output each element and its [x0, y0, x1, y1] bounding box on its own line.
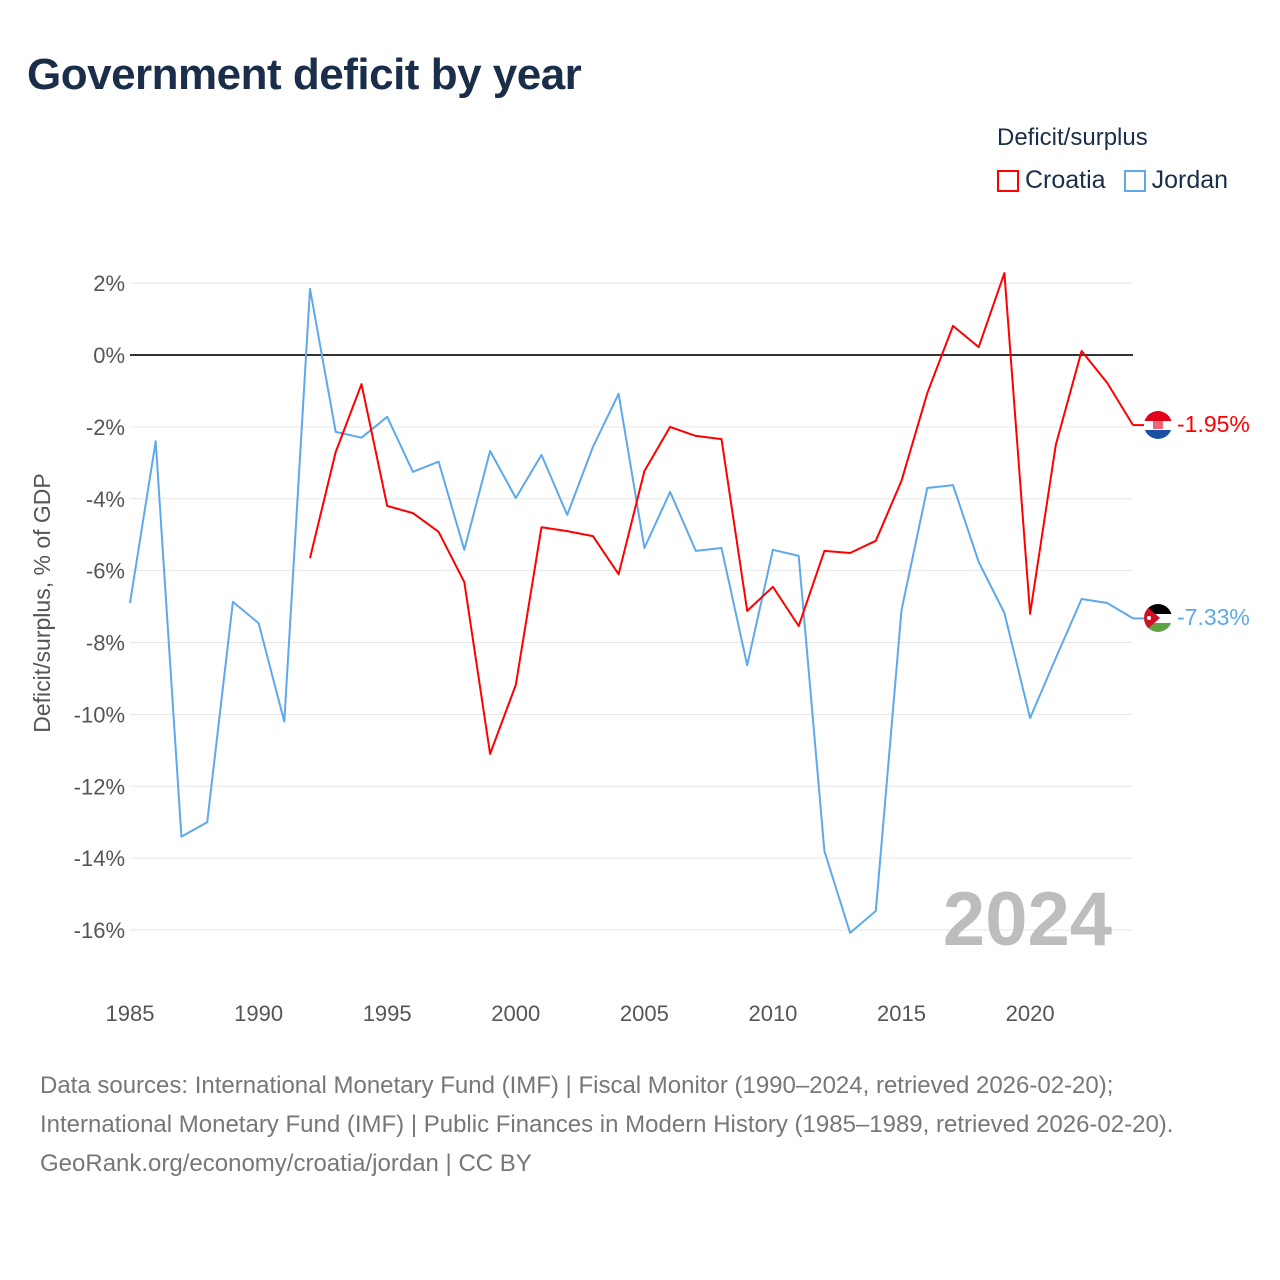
x-tick-label: 2005	[620, 1001, 669, 1026]
flag-croatia-icon	[1144, 411, 1172, 439]
data-sources: Data sources: International Monetary Fun…	[40, 1072, 1174, 1138]
y-tick-label: -14%	[74, 846, 125, 871]
series-line-jordan	[129, 287, 1134, 934]
legend-label-croatia: Croatia	[1025, 166, 1106, 194]
x-tick-label: 1995	[363, 1001, 412, 1026]
series-line-croatia	[309, 272, 1134, 755]
legend-item-jordan[interactable]: Jordan	[1123, 166, 1229, 195]
page-title: Government deficit by year	[27, 50, 582, 99]
x-tick-label: 1990	[234, 1001, 283, 1026]
x-tick-label: 2010	[748, 1001, 797, 1026]
y-tick-label: -8%	[86, 631, 125, 656]
y-tick-label: -12%	[74, 774, 125, 799]
end-label-croatia: -1.95%	[1177, 411, 1250, 437]
legend-label-jordan: Jordan	[1151, 166, 1229, 194]
legend-swatch-croatia	[997, 169, 1019, 192]
legend-item-croatia[interactable]: Croatia	[997, 166, 1106, 195]
y-tick-label: 2%	[93, 271, 125, 296]
x-tick-label: 2000	[491, 1001, 540, 1026]
y-tick-label: -16%	[74, 918, 125, 943]
y-tick-label: -6%	[86, 559, 125, 584]
y-tick-label: -10%	[74, 702, 125, 727]
legend-title: Deficit/surplus	[997, 124, 1148, 151]
credit-link[interactable]: GeoRank.org/economy/croatia/jordan | CC …	[40, 1150, 532, 1177]
legend: Croatia Jordan	[997, 166, 1228, 195]
x-tick-label: 2015	[877, 1001, 926, 1026]
end-label-jordan: -7.33%	[1177, 604, 1250, 630]
x-tick-label: 2020	[1006, 1001, 1055, 1026]
flag-jordan-icon	[1144, 604, 1172, 632]
legend-swatch-jordan	[1123, 169, 1146, 192]
y-tick-label: -2%	[86, 415, 125, 440]
line-chart: 2% 0% -2% -4% -6% -8% -10% -12% -14% -16% 1985 199…	[29, 271, 1250, 1026]
y-tick-label: -4%	[86, 487, 125, 512]
y-axis-label: Deficit/surplus, % of GDP	[29, 473, 55, 732]
y-tick-label: 0%	[93, 343, 125, 368]
year-watermark: 2024	[943, 877, 1112, 962]
footer: Data sources: International Monetary Fun…	[40, 1066, 1240, 1183]
x-tick-label: 1985	[106, 1001, 155, 1026]
